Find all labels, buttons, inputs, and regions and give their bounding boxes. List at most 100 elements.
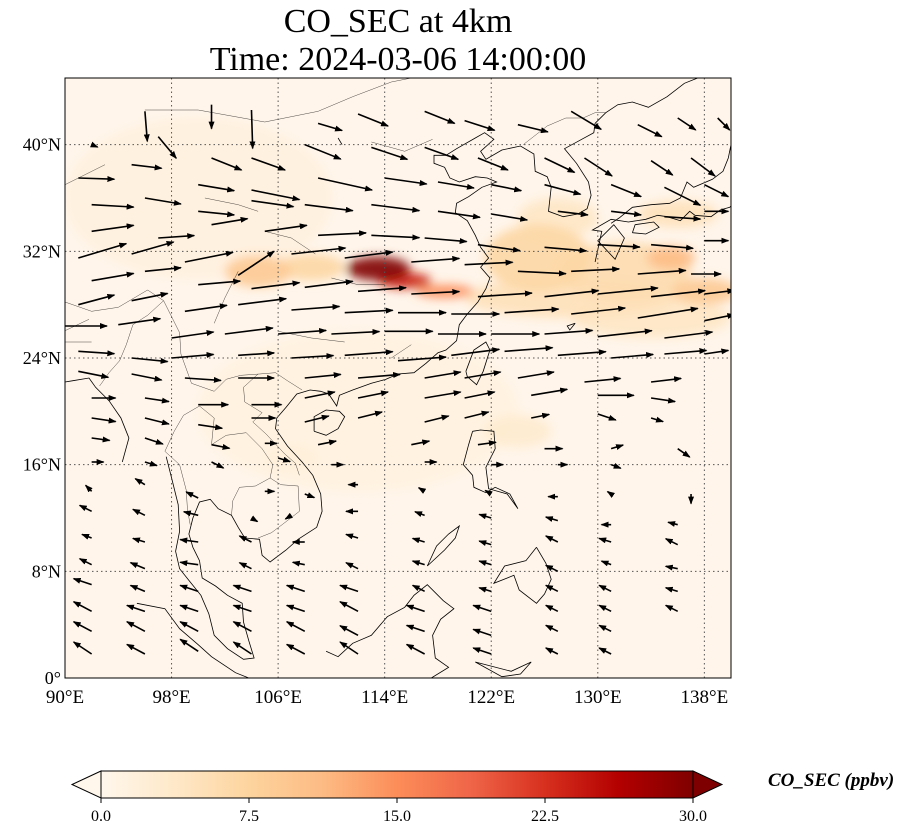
lat-tick-label: 32°N [23,241,61,261]
wind-arrow [179,584,199,593]
coastline [475,661,532,678]
wind-arrow [424,146,460,161]
lon-tick-label: 106°E [254,687,302,708]
wind-arrow [464,370,502,379]
wind-arrow [544,516,559,522]
wind-arrow [557,210,589,218]
wind-arrow [411,584,425,593]
wind-arrow [650,376,683,383]
wind-arrow [371,146,409,161]
wind-arrow [544,564,559,573]
country-border [243,373,300,476]
wind-arrow [544,157,576,174]
wind-arrow [211,216,249,226]
wind-arrow [414,510,425,518]
wind-arrow [132,508,146,517]
map-frame [64,77,732,679]
wind-arrow [72,601,93,613]
wind-arrow [144,397,170,404]
country-border [199,405,300,539]
wind-arrow [717,117,731,131]
wind-arrow [129,584,146,593]
colorbar-tick-label: 7.5 [239,808,259,825]
wind-arrow [285,584,306,593]
country-border [331,277,385,285]
coastline [597,224,625,261]
wind-arrow [278,327,328,335]
wind-arrow [304,492,316,499]
wind-arrow [131,537,146,544]
wind-arrow [544,246,588,254]
wind-arrow [397,354,447,362]
wind-arrow [411,537,425,544]
wind-arrow [285,604,306,613]
wind-arrow [317,177,374,192]
wind-arrow [211,461,225,469]
wind-arrow [131,241,175,255]
wind-arrow [484,489,493,497]
coastline [136,602,249,678]
wind-arrow [610,183,643,198]
wind-arrow [78,242,128,259]
wind-arrow [84,484,93,493]
co-plume [484,224,592,292]
wind-arrow [72,641,93,655]
country-border [264,231,316,255]
map-title-line-1: CO_SEC at 4km [283,3,513,40]
wind-arrow [544,647,559,655]
wind-arrow [637,306,699,319]
wind-arrow [357,410,384,419]
wind-arrow [304,143,342,160]
wind-arrow [251,199,295,209]
wind-arrow [478,540,492,546]
co-plume [484,415,552,448]
wind-arrow [411,288,461,295]
wind-arrow [557,349,607,357]
coastline [325,584,455,678]
colorbar-extend-high [692,770,724,799]
wind-arrow [477,290,533,298]
lon-tick-label: 130°E [574,687,622,708]
wind-arrow [339,625,359,637]
wind-arrow [118,316,162,326]
coastlines [65,78,731,678]
country-border [65,289,164,312]
wind-arrow [251,280,301,290]
wind-arrow [472,628,492,637]
wind-arrow [598,604,612,613]
wind-arrow [517,270,567,277]
wind-arrow [544,183,582,196]
wind-arrow [424,237,468,244]
wind-arrow [304,279,354,289]
wind-arrow [531,387,569,397]
colorbar-tick-label: 30.0 [679,808,707,825]
wind-arrow [345,561,359,570]
wind-arrow [143,111,150,143]
colorbar-tick-label: 15.0 [383,808,411,825]
wind-arrow [179,621,199,633]
wind-arrow [238,535,252,543]
wind-arrow [131,373,163,382]
country-borders [65,78,606,539]
wind-arrow [664,215,702,222]
wind-arrow [598,624,612,633]
wind-arrow [211,157,243,171]
wind-arrow [650,416,665,423]
wind-arrow [424,390,462,399]
wind-arrow [291,353,335,359]
wind-arrow [91,271,135,282]
latitude-labels: 0° 8°N 16°N 24°N 32°N 40°N [23,135,61,688]
wind-arrow [598,647,612,655]
wind-arrow [232,621,252,633]
map-plot-area [64,77,732,679]
wind-arrow [171,352,215,359]
wind-arrow [544,624,559,633]
coastline [492,547,552,604]
colorbar-extend-low [70,770,102,799]
wind-arrow [611,352,655,359]
wind-arrow [331,328,381,335]
wind-arrow [384,177,428,186]
wind-arrow [144,265,182,273]
longitude-labels: 90°E 98°E 106°E 114°E 122°E 130°E 138°E [46,687,728,708]
